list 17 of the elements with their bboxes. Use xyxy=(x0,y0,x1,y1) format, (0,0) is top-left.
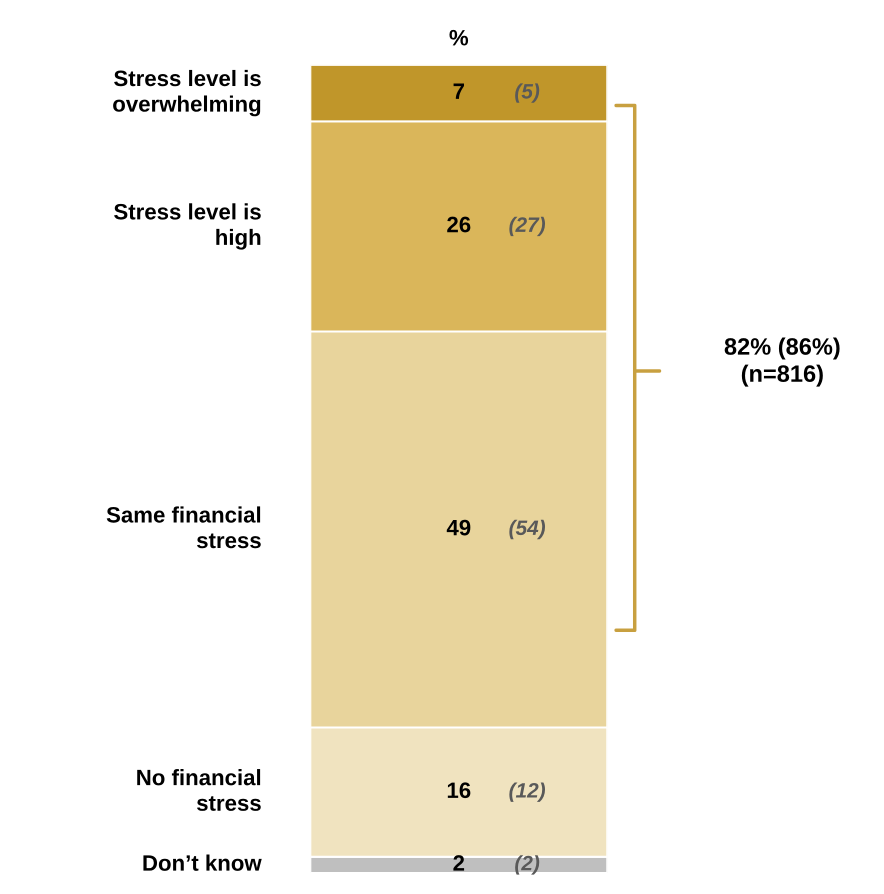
data-label: 16 xyxy=(448,782,470,798)
annotation: (54) xyxy=(509,520,546,540)
text: Stress level is overwhelming xyxy=(113,70,261,116)
text: Same financial stress xyxy=(106,506,261,548)
text: 82% (86%) (n=816) xyxy=(724,337,840,387)
annotation: (12) xyxy=(509,782,546,802)
data-label: 2 xyxy=(453,855,464,871)
text: Stress level is high xyxy=(114,203,261,250)
annotation: (2) xyxy=(515,855,540,875)
data-label: 7 xyxy=(454,84,464,99)
text: Don’t know xyxy=(143,854,262,871)
data-label: 49 xyxy=(446,520,470,536)
annotation: (27) xyxy=(509,216,546,236)
text: No financial stress xyxy=(137,769,261,811)
data-label: 26 xyxy=(447,216,470,232)
chart-title: % xyxy=(449,30,468,46)
annotation: (5) xyxy=(515,83,540,103)
